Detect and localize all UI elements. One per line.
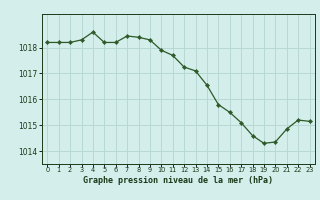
X-axis label: Graphe pression niveau de la mer (hPa): Graphe pression niveau de la mer (hPa) xyxy=(84,176,273,185)
